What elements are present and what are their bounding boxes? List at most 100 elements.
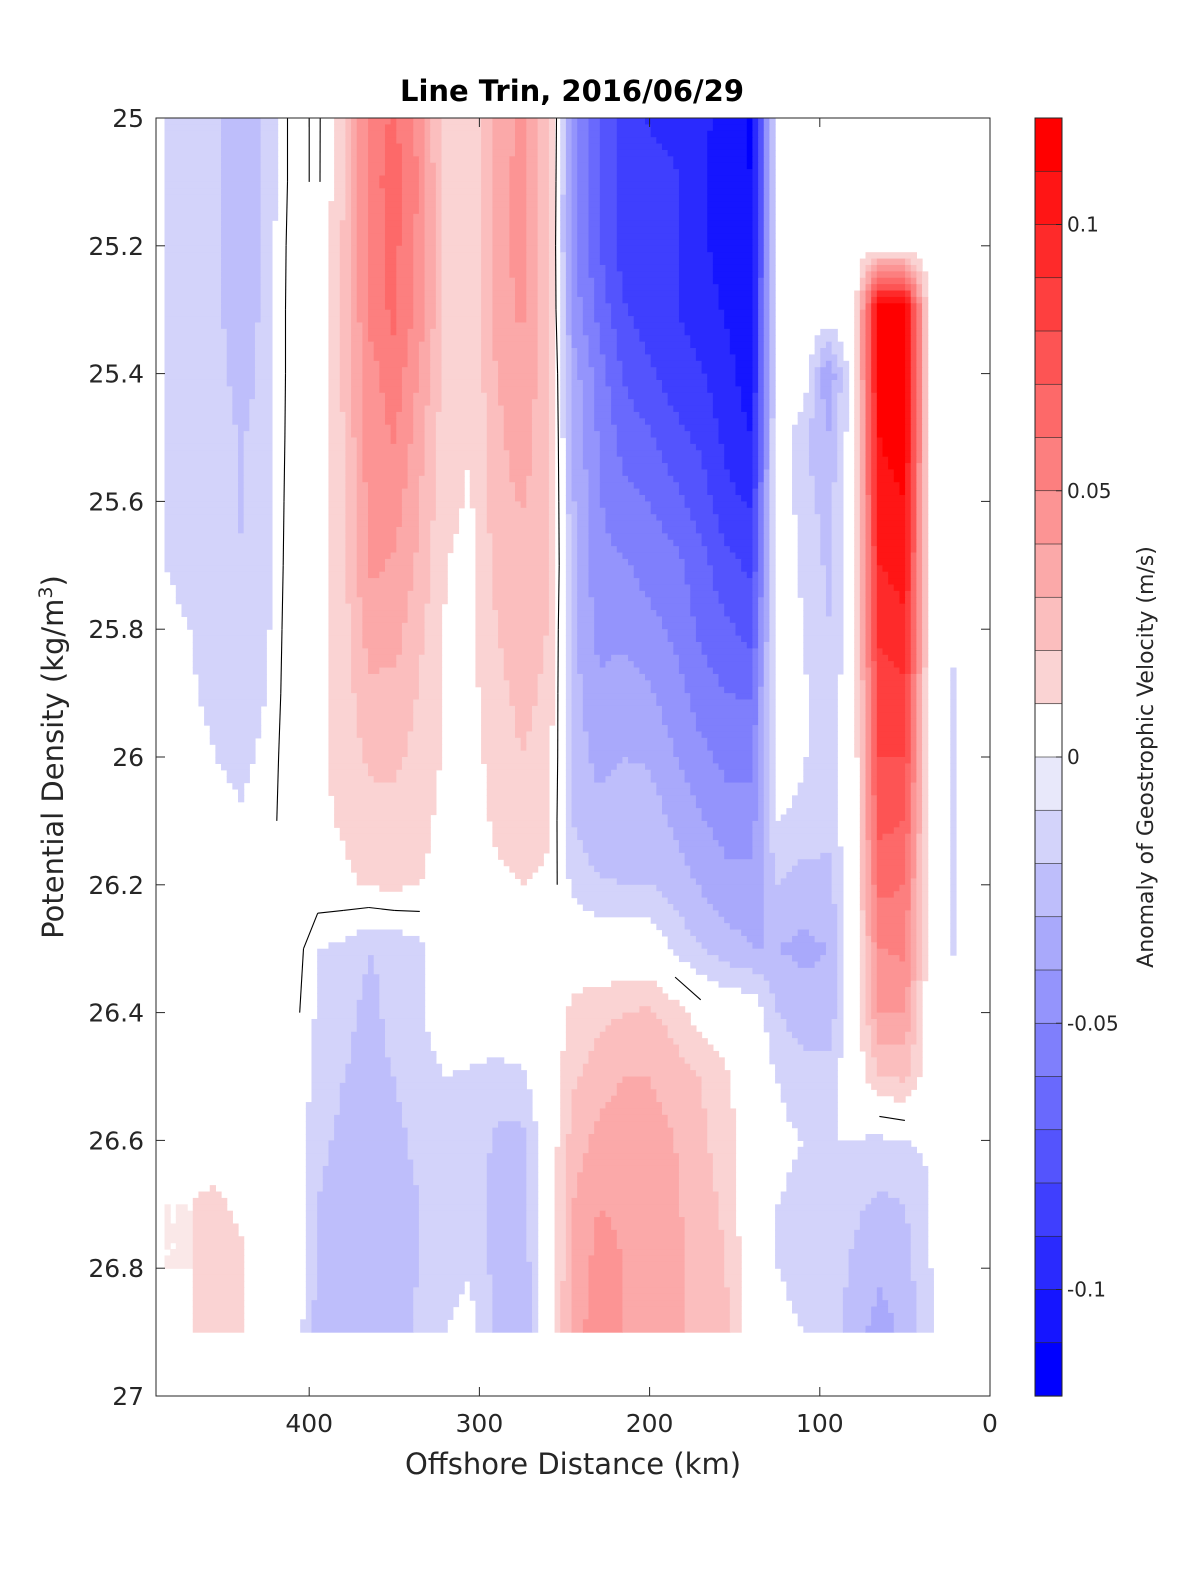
contour-cell [678,213,708,221]
contour-cell [164,341,228,349]
contour-cell [876,290,906,298]
contour-cell [752,578,759,586]
contour-cell [707,386,742,394]
contour-cell [752,661,759,669]
contour-cell [910,667,917,675]
contour-cell [407,469,426,477]
contour-cell [565,667,573,675]
contour-cell [910,348,917,356]
contour-cell [594,597,652,605]
contour-cell [531,443,550,451]
contour-cell [548,207,556,215]
contour-cell [582,437,601,445]
contour-cell [616,1242,686,1250]
contour-cell [548,277,556,285]
contour-cell [871,431,878,439]
contour-cell [763,258,770,266]
contour-cell [249,399,273,407]
contour-cell [560,1306,573,1314]
contour-cell [526,1229,539,1237]
contour-cell [401,201,420,209]
contour-cell [571,878,618,886]
contour-cell [905,923,912,931]
contour-cell [548,258,556,266]
contour-cell [656,137,708,145]
contour-cell [571,348,578,356]
contour-cell [368,284,386,292]
contour-cell [905,865,912,873]
contour-cell [571,667,578,675]
contour-cell [916,584,923,592]
contour-cell [571,673,584,681]
contour-cell [548,328,556,336]
contour-cell [401,399,414,407]
contour-cell [916,348,923,356]
contour-cell [712,118,748,125]
contour-cell [418,188,426,196]
contour-cell [910,610,917,618]
contour-cell [763,610,770,618]
contour-cell [690,335,731,343]
contour-cell [871,788,878,796]
contour-cell [413,424,426,432]
contour-cell [831,884,844,892]
contour-cell [328,431,347,439]
contour-cell [560,118,567,125]
contour-cell [712,1165,737,1173]
contour-cell [577,137,590,145]
contour-cell [441,124,482,132]
contour-cell [854,328,861,336]
contour-cell [531,1280,539,1288]
contour-cell [441,220,482,228]
contour-cell [260,290,273,298]
contour-cell [571,156,578,164]
contour-cell [401,648,426,656]
contour-cell [531,450,550,458]
contour-cell [916,603,923,611]
contour-cell [950,718,957,726]
contour-cell [729,961,799,969]
contour-cell [763,590,770,598]
contour-cell [526,245,539,253]
contour-cell [876,705,906,713]
contour-cell [548,622,556,630]
contour-cell [950,725,957,733]
contour-cell [752,840,765,848]
contour-cell [729,475,754,483]
contour-cell [876,296,906,304]
contour-cell [752,392,759,400]
contour-cell [588,201,601,209]
contour-cell [865,418,872,426]
contour-cell [922,552,929,560]
contour-cell [560,1108,573,1116]
contour-cell [865,526,872,534]
contour-cell [707,149,748,157]
contour-cell [565,1165,584,1173]
contour-cell [854,514,861,522]
contour-cell [865,296,872,304]
contour-cell [859,443,867,451]
contour-cell [831,610,844,618]
contour-cell [175,1217,194,1225]
contour-cell [492,309,516,317]
contour-cell [718,980,770,988]
contour-cell [565,782,573,790]
contour-cell [577,271,590,279]
contour-cell [769,520,776,528]
contour-cell [503,424,533,432]
contour-cell [808,456,838,464]
contour-cell [565,641,573,649]
contour-cell [854,501,861,509]
contour-cell [678,840,720,848]
contour-cell [599,872,691,880]
contour-cell [899,667,906,675]
contour-cell [305,1114,335,1122]
contour-cell [837,916,844,924]
contour-cell [481,258,493,266]
contour-cell [758,450,765,458]
contour-cell [317,1229,420,1237]
contour-cell [628,386,663,394]
contour-cell [752,386,759,394]
contour-cell [537,162,550,170]
contour-cell [871,654,878,662]
